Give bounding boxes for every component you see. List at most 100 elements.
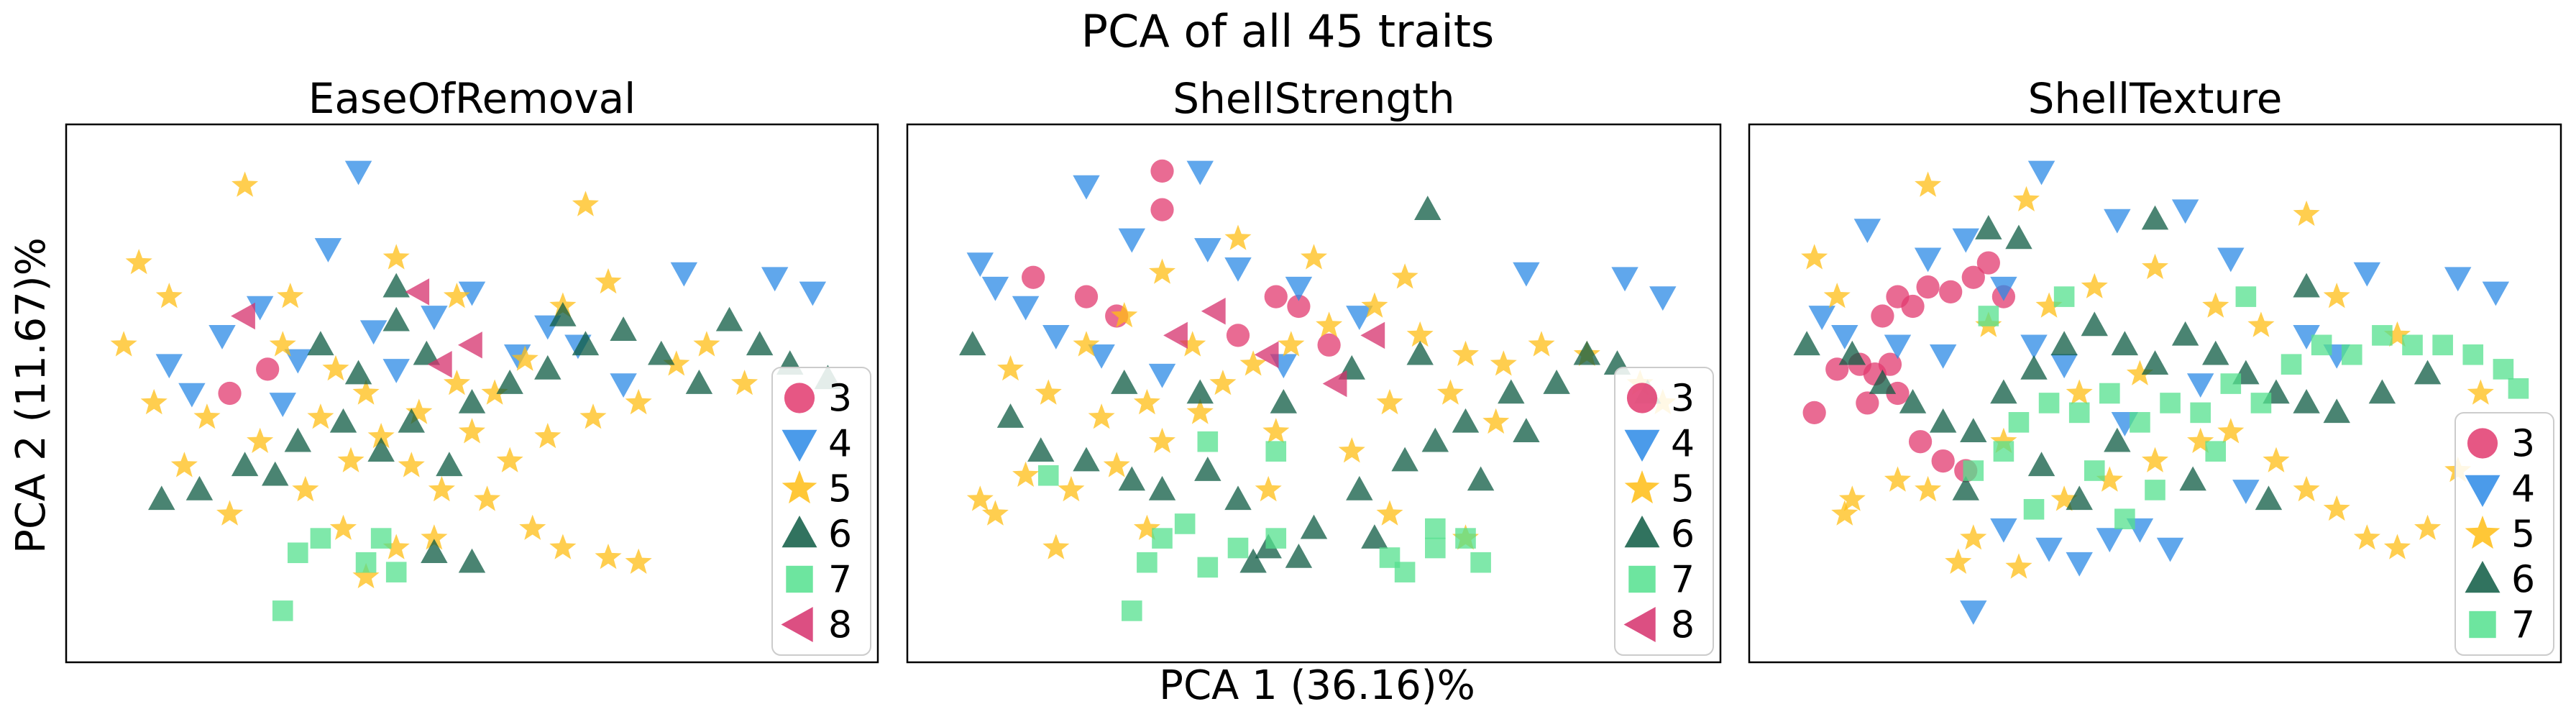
data-point [579, 403, 607, 429]
data-point [1884, 334, 1912, 360]
data-point [2353, 262, 2381, 287]
data-point [2263, 447, 2290, 472]
data-point [549, 534, 577, 559]
data-point [2066, 485, 2093, 511]
data-point [307, 331, 334, 356]
data-point [1088, 403, 1115, 429]
series-4 [155, 160, 827, 417]
data-point [2217, 418, 2245, 444]
data-point [1346, 475, 1373, 500]
legend-marker-8 [781, 607, 813, 642]
data-point [2104, 209, 2131, 234]
data-point [1421, 427, 1449, 452]
data-point [1963, 460, 1984, 481]
data-point [1990, 379, 2017, 404]
data-point [1929, 408, 1957, 433]
data-point [1265, 528, 1287, 549]
legend-marker-4 [781, 429, 817, 462]
data-point [2053, 286, 2075, 307]
data-point [1528, 331, 1555, 357]
data-point [1163, 321, 1188, 349]
legend-label-7: 7 [828, 559, 852, 602]
data-point [2023, 498, 2045, 520]
data-point [1376, 388, 1403, 415]
data-point [1649, 286, 1677, 311]
data-point [799, 281, 827, 306]
data-point [693, 331, 720, 357]
data-point [2126, 360, 2153, 385]
data-point [2050, 354, 2078, 379]
data-point [155, 354, 183, 379]
data-point [284, 349, 312, 374]
data-point [1414, 196, 1441, 220]
data-point [1226, 324, 1250, 347]
legend-label-4: 4 [2511, 468, 2535, 511]
data-point [2414, 360, 2442, 385]
legend-marker-7 [786, 565, 813, 593]
data-point [519, 514, 546, 540]
data-point [1990, 518, 2017, 543]
data-point [1361, 524, 1388, 549]
data-point [2444, 267, 2472, 292]
data-point [2008, 412, 2030, 433]
data-point [1148, 475, 1176, 500]
data-point [1391, 263, 1418, 289]
data-point [314, 238, 342, 262]
legend-marker-7 [1628, 565, 1656, 593]
data-point [1376, 500, 1403, 526]
legend-label-8: 8 [1671, 604, 1695, 647]
data-point [496, 370, 523, 394]
data-point [1022, 265, 1045, 289]
data-point [2323, 398, 2350, 424]
legend-marker-3 [1626, 383, 1658, 413]
data-point [1088, 344, 1115, 369]
data-point [459, 418, 485, 444]
data-point [155, 283, 183, 308]
data-point [428, 475, 455, 502]
panel-title: ShellTexture [2028, 74, 2283, 123]
legend-marker-6 [1624, 516, 1660, 548]
data-point [1916, 275, 1940, 299]
data-point [1265, 441, 1287, 462]
data-point [1802, 401, 1826, 424]
data-point [610, 316, 637, 341]
data-point [1543, 370, 1570, 394]
data-point [966, 252, 994, 278]
data-point [1952, 475, 1979, 500]
data-point [1929, 344, 1957, 369]
data-point [1425, 518, 1446, 539]
data-point [2020, 355, 2048, 380]
data-point [2220, 373, 2242, 394]
data-point [2293, 475, 2320, 502]
data-point [685, 370, 713, 394]
data-point [610, 373, 637, 398]
legend-marker-3 [784, 383, 815, 413]
data-point [1301, 244, 1327, 270]
data-point [1939, 280, 1963, 303]
data-point [2068, 402, 2090, 424]
data-point [1498, 379, 1525, 404]
data-point [1262, 418, 1290, 444]
data-point [2171, 321, 2199, 346]
data-point [382, 306, 410, 332]
data-point [367, 423, 395, 449]
data-point [2035, 292, 2063, 318]
data-point [1149, 427, 1175, 453]
data-point [1990, 427, 2017, 453]
points-layer [1793, 160, 2529, 625]
data-point [1884, 466, 1911, 492]
series-7 [1037, 431, 1491, 621]
data-point [1239, 548, 1267, 573]
data-point [2081, 273, 2108, 298]
data-point [534, 355, 562, 380]
data-point [1012, 296, 1040, 321]
data-point [269, 393, 296, 417]
data-point [1285, 276, 1313, 301]
legend-marker-5 [1624, 470, 1660, 504]
legend-marker-5 [781, 470, 817, 504]
data-point [2020, 334, 2048, 360]
data-point [1361, 292, 1388, 318]
